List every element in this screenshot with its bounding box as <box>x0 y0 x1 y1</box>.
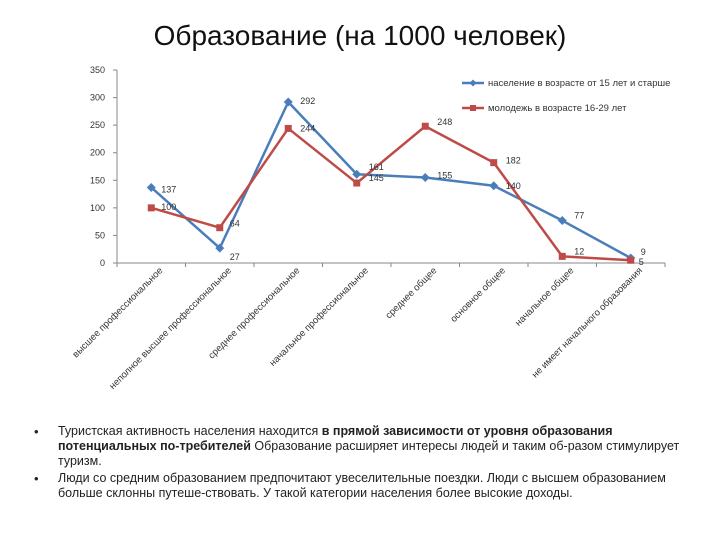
chart-title: Образование (на 1000 человек) <box>153 20 567 51</box>
data-point-marker <box>490 159 498 167</box>
y-tick-label: 300 <box>90 93 105 103</box>
data-label: 9 <box>641 247 646 257</box>
chart-axes <box>116 70 666 267</box>
data-label: 248 <box>437 117 452 127</box>
legend-label: молодежь в возрасте 16-29 лет <box>488 103 627 114</box>
chart: 0 50 100 150 200 250 300 350 высшее профессиона… <box>70 65 670 392</box>
data-label: 182 <box>506 156 521 166</box>
data-label: 140 <box>506 181 521 191</box>
note-text: Туристская активность населения находитс… <box>58 424 322 438</box>
data-point-marker <box>283 97 293 107</box>
data-label: 244 <box>300 123 315 133</box>
data-label: 292 <box>300 96 315 106</box>
data-point-marker <box>147 204 155 212</box>
series-line <box>150 124 631 262</box>
series-line <box>150 100 632 260</box>
note-item: Туристская активность населения находитс… <box>34 424 684 469</box>
category-label: не имеет начального образования <box>530 265 645 380</box>
data-label: 155 <box>437 171 452 181</box>
data-label: 5 <box>639 257 644 267</box>
data-point-marker <box>420 173 430 183</box>
note-item: Люди со средним образованием предпочитаю… <box>34 471 684 501</box>
legend-swatch-marker <box>470 105 476 111</box>
category-label: основное общее <box>448 265 507 324</box>
data-point-marker <box>558 252 566 260</box>
data-point-marker <box>421 122 429 130</box>
y-axis-ticks: 0 50 100 150 200 250 300 350 <box>90 65 117 268</box>
data-labels: 137 27 292 161 155 140 77 9 100 64 244 145 248 182 12 5 <box>161 96 646 267</box>
data-point-marker <box>146 182 156 192</box>
y-tick-label: 100 <box>90 203 105 213</box>
data-label: 137 <box>161 184 176 194</box>
data-label: 77 <box>574 211 584 221</box>
data-label: 64 <box>230 219 240 229</box>
data-point-marker <box>353 179 361 187</box>
data-point-marker <box>216 224 224 232</box>
y-tick-label: 250 <box>90 120 105 130</box>
legend-label: население в возрасте от 15 лет и старше <box>488 78 670 89</box>
note-text: Образование расширяет интересы людей и т… <box>58 439 680 468</box>
category-label: неполное высшее профессиональное <box>107 265 234 392</box>
data-label: 145 <box>369 173 384 183</box>
y-tick-label: 0 <box>100 258 105 268</box>
data-point-marker <box>557 216 567 226</box>
data-point-marker <box>489 181 499 191</box>
note-text: Люди со средним образованием предпочитаю… <box>58 471 666 500</box>
data-point-marker <box>627 256 635 264</box>
data-label: 100 <box>161 202 176 212</box>
data-label: 161 <box>369 162 384 172</box>
y-tick-label: 50 <box>95 230 105 240</box>
legend-swatch-marker <box>469 79 477 87</box>
data-label: 27 <box>230 252 240 262</box>
data-point-marker <box>215 243 225 253</box>
y-tick-label: 200 <box>90 148 105 158</box>
note-bold-text: в прямой зависимости от уровня образован… <box>58 424 613 453</box>
y-tick-label: 350 <box>90 65 105 75</box>
data-label: 12 <box>574 246 584 256</box>
series-markers <box>146 97 636 264</box>
data-point-marker <box>352 169 362 179</box>
legend: население в возрасте от 15 лет и старше м… <box>462 78 670 114</box>
series-lines <box>150 100 632 262</box>
category-label: начальное общее <box>513 265 576 328</box>
notes-list: Туристская активность населения находитс… <box>34 424 684 503</box>
y-tick-label: 150 <box>90 175 105 185</box>
data-point-marker <box>284 124 292 132</box>
category-label: среднее общее <box>383 265 439 321</box>
